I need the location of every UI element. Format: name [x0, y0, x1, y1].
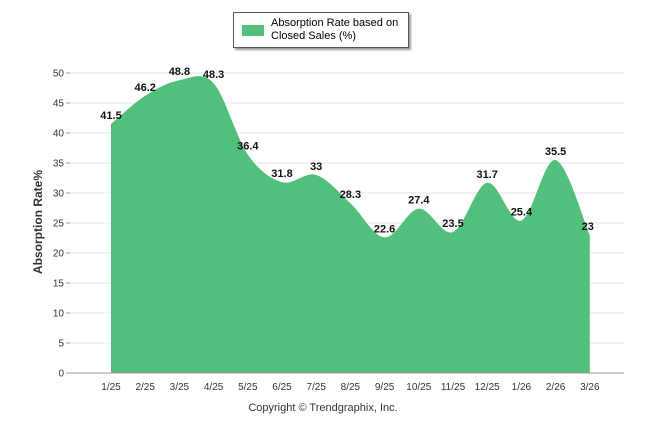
y-axis-label: Absorption Rate%	[31, 170, 45, 274]
y-tick-label: 35	[53, 159, 65, 170]
y-tick-label: 25	[53, 219, 65, 230]
x-tick-label: 5/25	[238, 382, 258, 393]
y-tick-labels: 0 5 10 15 20 25 30 35 40 45 50	[53, 69, 65, 380]
data-label: 23.5	[442, 218, 463, 230]
y-tick-label: 10	[53, 309, 65, 320]
x-tick-label: 4/25	[204, 382, 224, 393]
data-label: 46.2	[134, 82, 155, 94]
y-tick-label: 0	[58, 369, 64, 380]
x-tick-label: 7/25	[306, 382, 326, 393]
legend: Absorption Rate based on Closed Sales (%…	[233, 12, 409, 48]
data-label: 31.7	[476, 169, 497, 181]
x-tick-label: 12/25	[475, 382, 500, 393]
y-tick-label: 30	[53, 189, 65, 200]
data-labels: 41.5 46.2 48.8 48.3 36.4 31.8 33 28.3 22.6 27.4 23…	[100, 66, 594, 235]
x-tick-label: 2/25	[135, 382, 155, 393]
data-label: 48.8	[169, 66, 190, 78]
y-tick-label: 40	[53, 129, 65, 140]
data-label: 25.4	[511, 207, 533, 219]
data-label: 27.4	[408, 195, 430, 207]
x-tick-label: 1/25	[101, 382, 121, 393]
copyright-footer: Copyright © Trendgraphix, Inc.	[248, 402, 398, 414]
data-label: 23	[582, 221, 594, 233]
data-label: 36.4	[237, 141, 259, 153]
area-series	[111, 76, 590, 373]
data-label: 41.5	[100, 110, 121, 122]
legend-swatch	[242, 25, 264, 36]
x-tick-labels: 1/25 2/25 3/25 4/25 5/25 6/25 7/25 8/25 9/25 10/2…	[101, 382, 600, 393]
y-tick-label: 45	[53, 99, 65, 110]
y-tick-label: 5	[58, 339, 64, 350]
y-tick-label: 50	[53, 69, 65, 80]
legend-label: Absorption Rate based on Closed Sales (%…	[271, 17, 399, 42]
x-tick-label: 3/26	[580, 382, 600, 393]
data-label: 28.3	[340, 189, 361, 201]
data-label: 31.8	[271, 168, 292, 180]
data-label: 48.3	[203, 69, 224, 81]
x-tick-label: 8/25	[341, 382, 361, 393]
x-tick-label: 6/25	[272, 382, 292, 393]
y-tick-label: 15	[53, 279, 65, 290]
x-tick-label: 11/25	[441, 382, 466, 393]
data-label: 22.6	[374, 223, 395, 235]
x-tick-label: 2/26	[546, 382, 566, 393]
x-tick-label: 9/25	[375, 382, 395, 393]
data-label: 33	[310, 161, 322, 173]
x-tick-label: 1/26	[512, 382, 532, 393]
x-tick-label: 3/25	[170, 382, 190, 393]
data-label: 35.5	[545, 146, 566, 158]
y-tick-label: 20	[53, 249, 65, 260]
x-tick-label: 10/25	[406, 382, 431, 393]
